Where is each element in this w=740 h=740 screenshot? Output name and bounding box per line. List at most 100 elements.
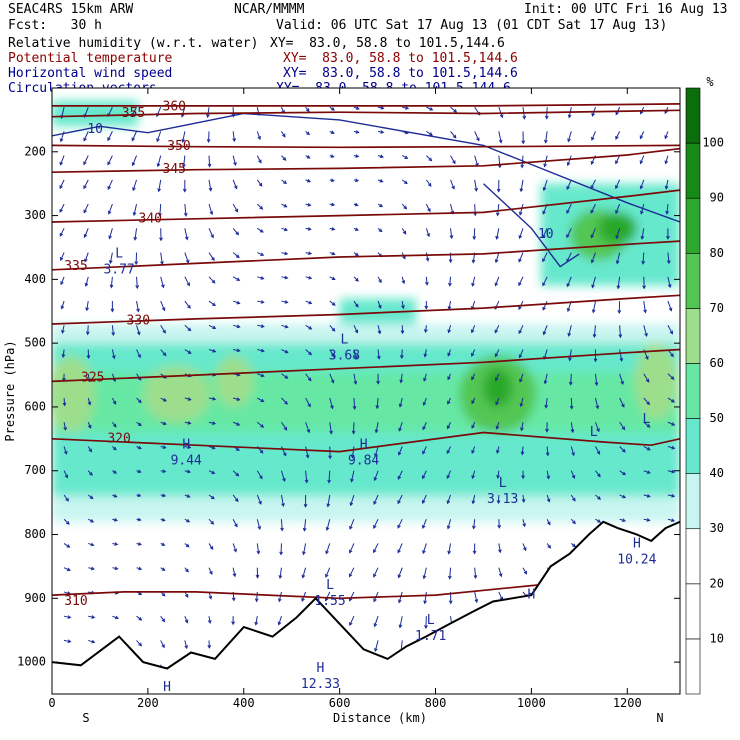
vector-arrow	[594, 397, 599, 409]
vector-arrowhead	[523, 570, 528, 575]
vector-arrowhead	[284, 375, 289, 379]
vector-arrowhead	[206, 139, 211, 144]
vector-arrow	[327, 494, 331, 507]
vector-arrow	[208, 567, 213, 575]
vector-arrow	[398, 422, 403, 431]
vector-arrow	[111, 349, 115, 359]
vector-arrow	[208, 203, 213, 215]
vector-arrow	[109, 252, 113, 264]
vector-arrowhead	[234, 185, 238, 190]
extremum-label: H	[317, 661, 325, 676]
vector-arrow	[133, 203, 138, 216]
vector-arrow	[86, 300, 89, 311]
vector-arrowhead	[518, 330, 522, 335]
colorbar-swatch	[685, 197, 701, 254]
vector-arrowhead	[520, 427, 524, 432]
vector-arrow	[108, 228, 113, 239]
theta-contour-label: 330	[127, 313, 150, 328]
vector-arrowhead	[519, 188, 524, 193]
vector-arrowhead	[498, 549, 502, 554]
vector-arrowhead	[518, 258, 522, 263]
vector-arrow	[425, 276, 428, 285]
vector-arrowhead	[374, 648, 378, 653]
vector-arrowhead	[471, 449, 475, 454]
theta-contour	[52, 348, 680, 383]
vector-arrow	[619, 421, 625, 430]
vector-arrowhead	[89, 472, 93, 476]
vector-arrowhead	[114, 615, 119, 620]
vector-arrow	[497, 470, 500, 479]
vector-arrowhead	[671, 469, 676, 474]
vector-arrowhead	[61, 353, 66, 358]
vector-arrowhead	[187, 327, 192, 332]
vector-arrow	[426, 106, 433, 111]
vector-arrowhead	[108, 235, 112, 240]
vector-arrowhead	[377, 330, 382, 335]
vector-arrow	[667, 397, 675, 403]
vector-arrowhead	[350, 454, 355, 459]
vector-arrowhead	[325, 573, 329, 578]
vector-arrow	[305, 470, 308, 483]
x-tick-label: 400	[233, 696, 255, 710]
extremum-label: H	[163, 680, 171, 695]
vector-arrowhead	[137, 542, 142, 546]
vector-arrow	[329, 349, 335, 358]
vector-arrowhead	[207, 163, 212, 168]
vector-arrowhead	[182, 188, 187, 193]
vector-arrow	[498, 131, 502, 143]
vector-arrowhead	[397, 500, 401, 505]
vector-arrowhead	[355, 252, 359, 257]
vector-arrowhead	[349, 502, 354, 507]
vector-arrow	[157, 155, 162, 167]
vector-arrow	[401, 300, 404, 309]
vector-arrowhead	[521, 498, 526, 503]
vector-arrowhead	[324, 597, 329, 602]
colorbar-swatch	[685, 363, 701, 419]
vector-arrowhead	[518, 354, 523, 359]
vector-arrowhead	[83, 161, 87, 166]
vector-arrow	[351, 446, 355, 458]
vector-arrowhead	[379, 154, 385, 159]
vector-arrowhead	[305, 454, 310, 459]
vector-arrowhead	[331, 353, 335, 358]
vector-arrow	[184, 615, 188, 623]
vector-arrow	[208, 228, 214, 238]
vector-arrow	[643, 325, 648, 337]
vector-arrow	[349, 519, 355, 530]
vector-arrowhead	[211, 470, 216, 475]
vector-arrow	[643, 446, 651, 451]
vector-arrow	[233, 397, 240, 401]
vector-arrowhead	[521, 140, 526, 145]
vector-arrowhead	[646, 401, 651, 406]
vector-arrow	[619, 446, 626, 453]
vector-arrow	[84, 252, 89, 262]
vector-arrowhead	[354, 329, 359, 334]
x-tick-label: 1200	[613, 696, 642, 710]
vector-arrow	[450, 106, 457, 113]
vector-arrow	[281, 446, 287, 456]
vector-arrow	[136, 325, 140, 335]
vector-arrowhead	[231, 597, 236, 602]
vector-arrow	[184, 204, 187, 216]
vector-arrow	[667, 252, 670, 264]
vector-arrow	[256, 519, 261, 530]
vector-arrowhead	[373, 549, 377, 554]
vector-arrowhead	[331, 327, 336, 332]
vector-arrowhead	[546, 498, 551, 503]
vector-arrowhead	[646, 518, 651, 522]
colorbar-tick-label: 40	[710, 466, 724, 480]
vector-arrow	[305, 373, 312, 381]
vector-arrowhead	[566, 234, 570, 239]
vector-arrowhead	[88, 448, 92, 453]
vector-arrow	[568, 325, 572, 336]
vector-arrow	[374, 446, 379, 457]
vector-arrowhead	[161, 644, 165, 649]
vector-arrowhead	[355, 130, 360, 134]
vector-arrowhead	[402, 230, 407, 235]
vector-arrow	[498, 567, 502, 577]
vector-arrow	[132, 179, 138, 191]
vector-arrow	[302, 543, 307, 555]
vector-arrow	[592, 300, 596, 313]
vector-arrowhead	[284, 324, 289, 329]
org-label: NCAR/MMMM	[234, 2, 305, 17]
